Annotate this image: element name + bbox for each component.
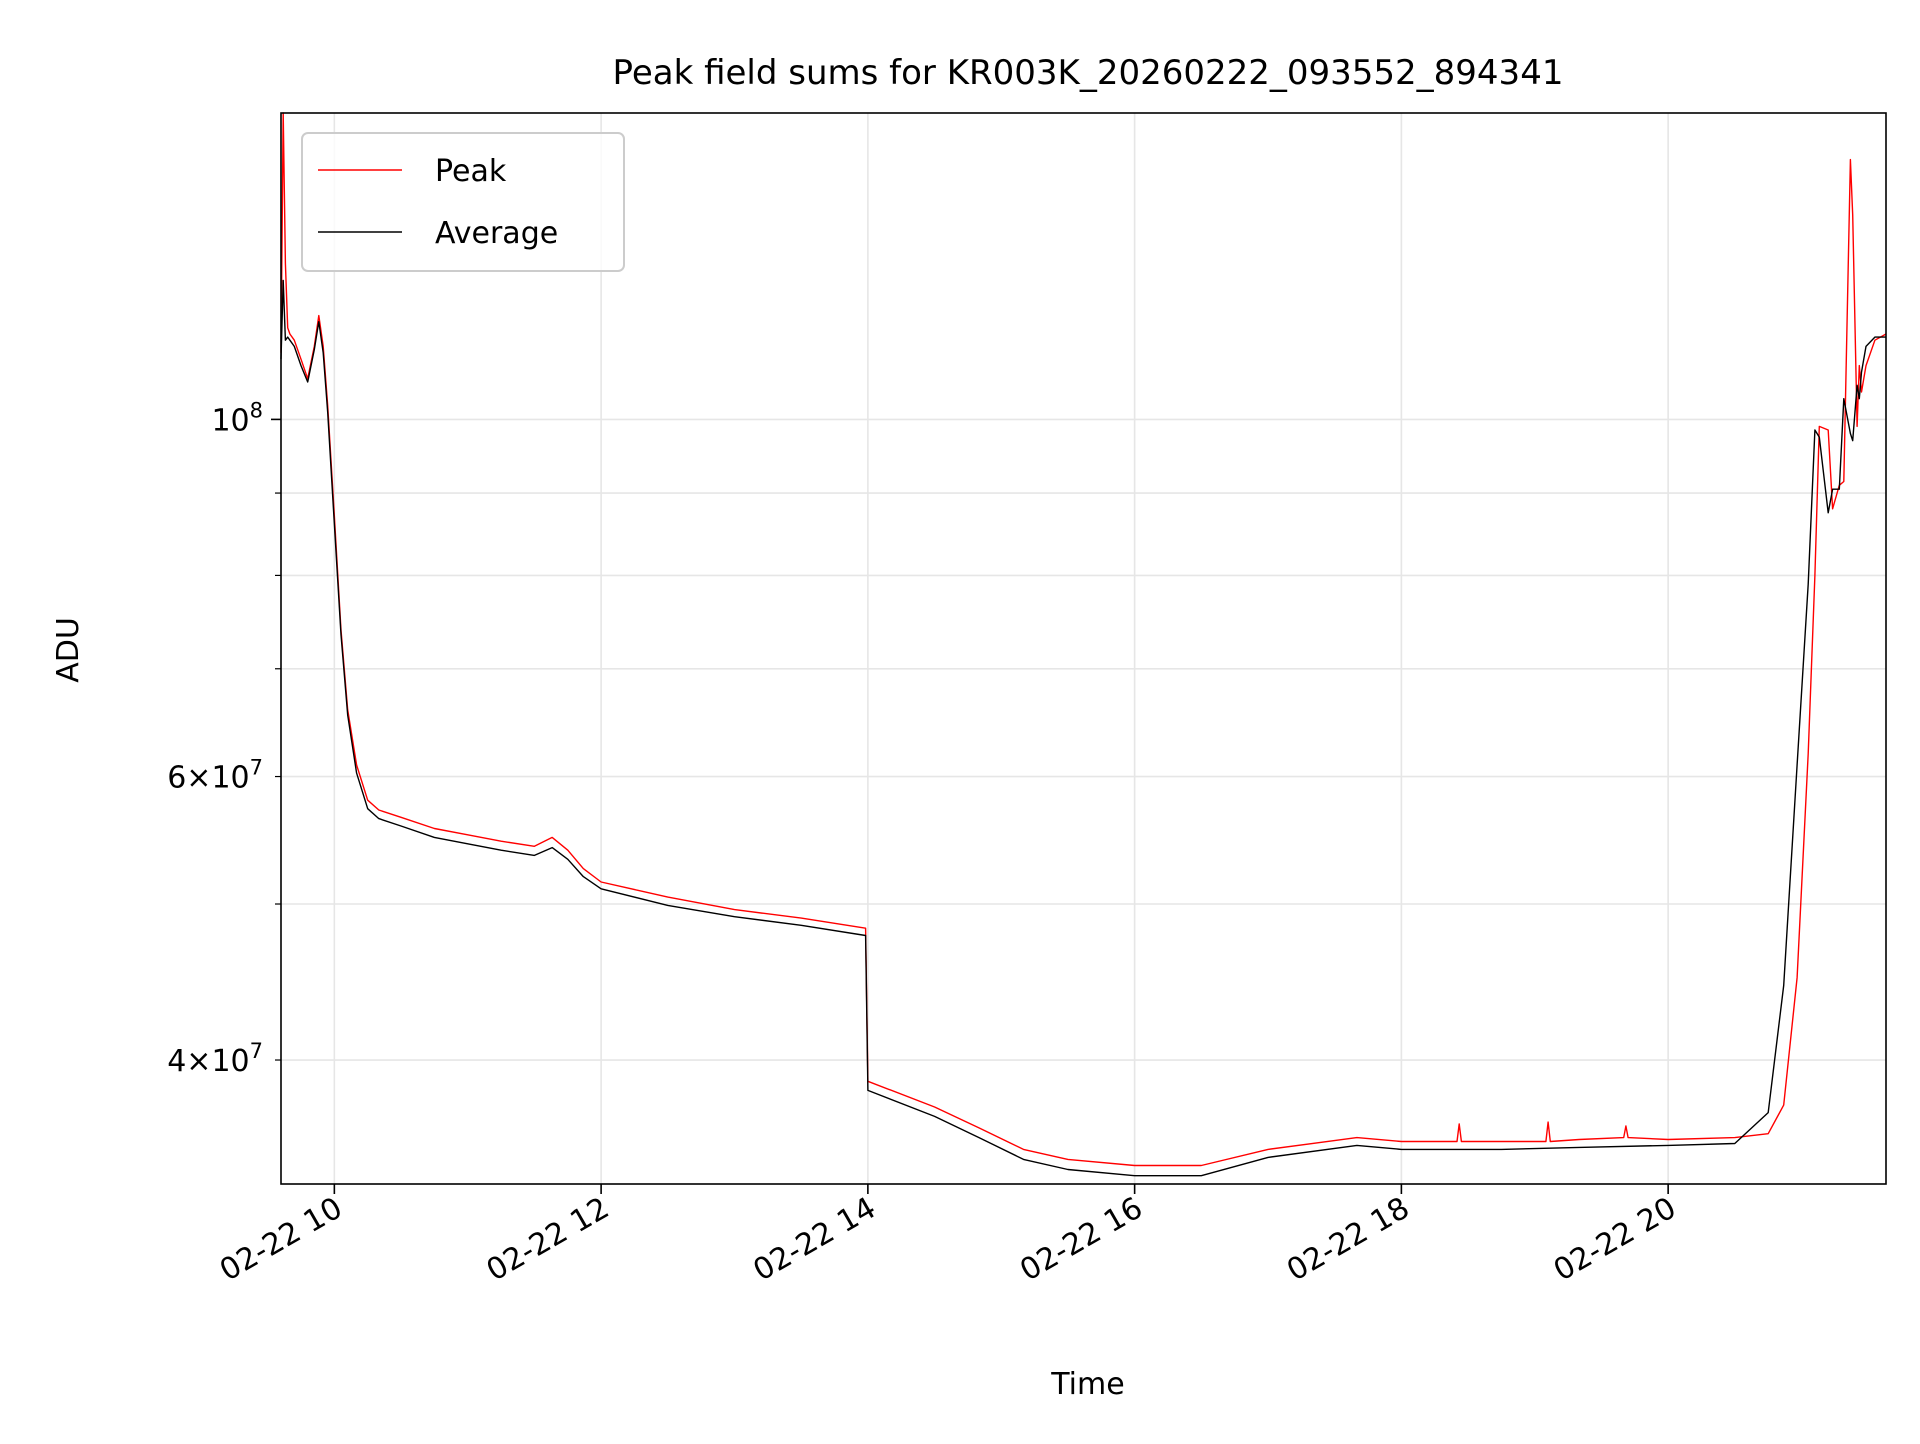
y-tick-label-base: 4×10 [167, 1044, 249, 1079]
y-tick-label-base: 10 [211, 403, 249, 438]
grid [281, 113, 1886, 1184]
x-axis-label: Time [1050, 1367, 1124, 1402]
y-tick-label-exponent: 7 [250, 1039, 263, 1063]
legend-label-average: Average [435, 216, 558, 251]
legend-label-peak: Peak [435, 154, 507, 189]
plot-series [280, 112, 1887, 1177]
axes-frame [280, 112, 1887, 1185]
y-tick-label: 6×107 [167, 756, 263, 796]
y-axis-label: ADU [51, 617, 86, 683]
y-tick-label-exponent: 7 [250, 756, 263, 780]
y-tick-label-base: 6×10 [167, 761, 249, 796]
y-tick-label-exponent: 8 [250, 398, 263, 422]
series-line-average [280, 279, 1886, 1177]
y-tick-label: 4×107 [167, 1039, 263, 1079]
legend: Peak Average [301, 132, 625, 272]
legend-box [301, 132, 625, 272]
chart-title: Peak field sums for KR003K_20260222_0935… [613, 53, 1564, 93]
y-tick-label: 108 [211, 398, 263, 438]
